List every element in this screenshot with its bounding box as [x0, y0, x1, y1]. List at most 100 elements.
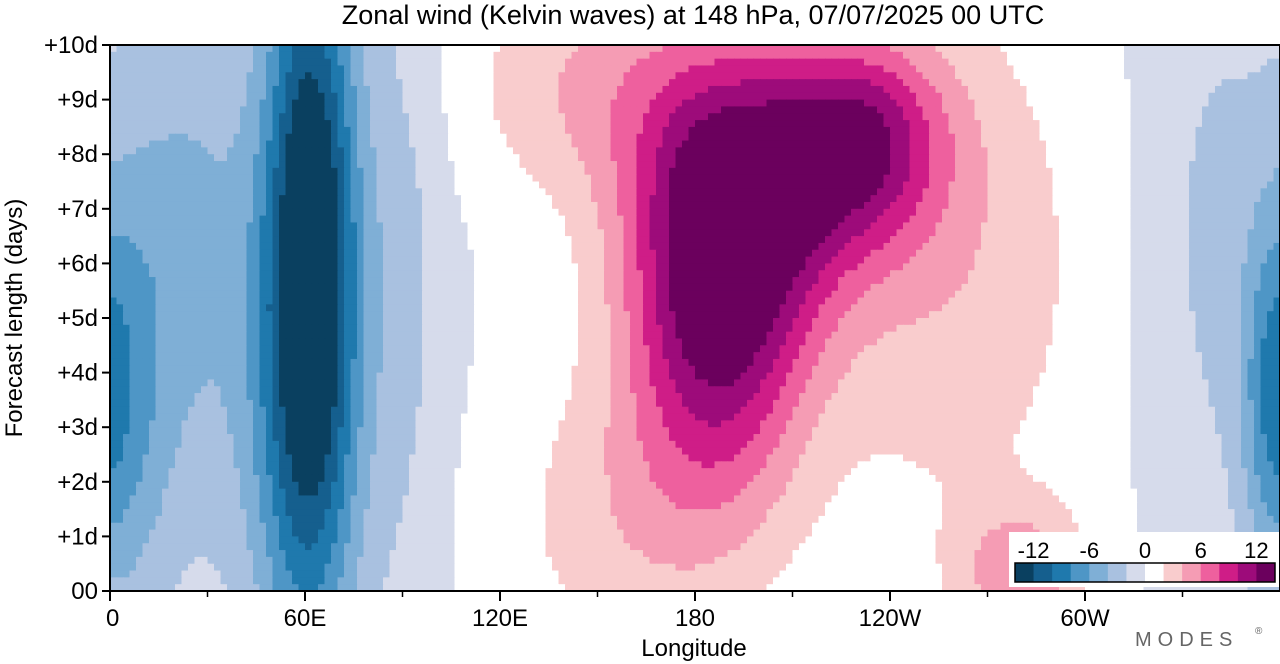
field-cell [584, 79, 592, 87]
field-cell [864, 229, 872, 237]
field-cell [272, 113, 280, 121]
field-cell [974, 229, 982, 237]
field-cell [935, 65, 943, 73]
field-cell [311, 106, 319, 114]
field-cell [812, 174, 820, 183]
field-cell [435, 188, 443, 196]
field-cell [1007, 45, 1015, 53]
field-cell [305, 140, 313, 148]
field-cell [246, 188, 254, 196]
field-cell [760, 99, 768, 108]
field-cell [1085, 45, 1093, 53]
field-cell [285, 181, 293, 189]
field-cell [948, 113, 956, 121]
field-cell [1104, 45, 1112, 53]
field-cell [149, 181, 157, 189]
field-cell [168, 201, 176, 210]
field-cell [1195, 133, 1203, 142]
field-cell [357, 120, 365, 128]
field-cell [298, 126, 306, 135]
field-cell [896, 181, 904, 189]
field-cell [1000, 65, 1008, 73]
field-cell [1111, 188, 1119, 196]
field-cell [318, 195, 326, 203]
field-cell [825, 133, 833, 142]
field-cell [246, 133, 254, 142]
field-cell [246, 92, 254, 101]
field-cell [201, 58, 209, 67]
field-cell [1260, 154, 1268, 162]
field-cell [136, 222, 144, 230]
field-cell [227, 45, 235, 53]
field-cell [168, 51, 176, 60]
field-cell [402, 126, 410, 135]
field-cell [623, 195, 631, 203]
field-cell [207, 72, 215, 80]
field-cell [773, 99, 781, 108]
field-cell [1137, 222, 1145, 230]
field-cell [1241, 147, 1249, 155]
field-cell [454, 167, 462, 176]
field-cell [1228, 113, 1236, 121]
field-cell [318, 79, 326, 87]
field-cell [584, 65, 592, 73]
field-cell [1059, 188, 1067, 196]
field-cell [350, 133, 358, 142]
field-cell [136, 161, 144, 169]
field-cell [181, 92, 189, 101]
field-cell [1215, 188, 1223, 196]
field-cell [974, 208, 982, 217]
field-cell [623, 113, 631, 121]
field-cell [467, 215, 475, 224]
field-cell [487, 222, 495, 230]
field-cell [285, 201, 293, 210]
field-cell [519, 79, 527, 87]
field-cell [883, 79, 891, 87]
field-cell [851, 65, 859, 73]
field-cell [890, 181, 898, 189]
field-cell [974, 45, 982, 53]
field-cell [1020, 79, 1028, 87]
field-cell [955, 215, 963, 224]
field-cell [1189, 222, 1197, 230]
field-cell [285, 154, 293, 162]
field-cell [714, 167, 722, 176]
field-cell [1208, 92, 1216, 101]
field-cell [825, 195, 833, 203]
field-cell [1202, 72, 1210, 80]
field-cell [890, 140, 898, 148]
field-cell [890, 201, 898, 210]
field-cell [929, 85, 937, 94]
field-cell [123, 154, 131, 162]
field-cell [279, 195, 287, 203]
field-cell [636, 113, 644, 121]
field-cell [656, 51, 664, 60]
field-cell [851, 208, 859, 217]
field-cell [487, 208, 495, 217]
field-cell [1052, 167, 1060, 176]
field-cell [1182, 85, 1190, 94]
field-cell [409, 106, 417, 114]
field-cell [513, 195, 521, 203]
field-cell [1072, 79, 1080, 87]
field-cell [935, 45, 943, 53]
field-cell [662, 51, 670, 60]
field-cell [1072, 174, 1080, 183]
field-cell [116, 222, 124, 230]
field-cell [246, 174, 254, 183]
field-cell [480, 106, 488, 114]
field-cell [123, 195, 131, 203]
field-cell [526, 201, 534, 210]
field-cell [149, 229, 157, 237]
field-cell [506, 215, 514, 224]
field-cell [1273, 215, 1280, 224]
field-cell [786, 222, 794, 230]
field-cell [526, 215, 534, 224]
field-cell [1221, 126, 1229, 135]
field-cell [630, 154, 638, 162]
field-cell [1169, 45, 1177, 53]
field-cell [1195, 188, 1203, 196]
field-cell [1039, 167, 1047, 176]
field-cell [292, 85, 300, 94]
field-cell [422, 161, 430, 169]
